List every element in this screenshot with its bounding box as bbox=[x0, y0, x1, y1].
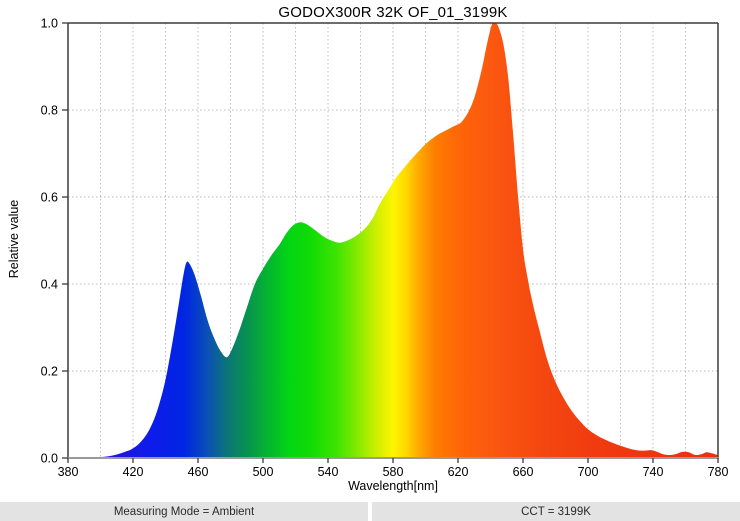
y-tick-label: 0.8 bbox=[41, 104, 58, 118]
status-bar: Measuring Mode = Ambient CCT = 3199K bbox=[0, 502, 740, 521]
y-tick-label: 0.2 bbox=[41, 365, 58, 379]
x-tick-label: 420 bbox=[123, 465, 144, 479]
x-tick-label: 620 bbox=[448, 465, 469, 479]
x-tick-label: 540 bbox=[318, 465, 339, 479]
x-axis-title: Wavelength[nm] bbox=[348, 479, 438, 493]
chart-title: GODOX300R 32K OF_01_3199K bbox=[278, 4, 508, 21]
x-tick-label: 740 bbox=[643, 465, 664, 479]
x-tick-label: 700 bbox=[578, 465, 599, 479]
cct-badge: CCT = 3199K bbox=[372, 502, 740, 521]
x-tick-label: 380 bbox=[58, 465, 79, 479]
x-tick-label: 500 bbox=[253, 465, 274, 479]
y-axis-title: Relative value bbox=[7, 199, 21, 279]
spectral-power-area bbox=[68, 23, 718, 458]
x-tick-label: 580 bbox=[383, 465, 404, 479]
x-tick-label: 460 bbox=[188, 465, 209, 479]
y-tick-label: 1.0 bbox=[41, 17, 58, 31]
y-tick-label: 0.6 bbox=[41, 191, 58, 205]
x-tick-label: 660 bbox=[513, 465, 534, 479]
x-tick-label: 780 bbox=[708, 465, 729, 479]
measuring-mode-badge: Measuring Mode = Ambient bbox=[0, 502, 368, 521]
y-tick-label: 0.0 bbox=[41, 452, 58, 466]
y-tick-label: 0.4 bbox=[41, 278, 58, 292]
